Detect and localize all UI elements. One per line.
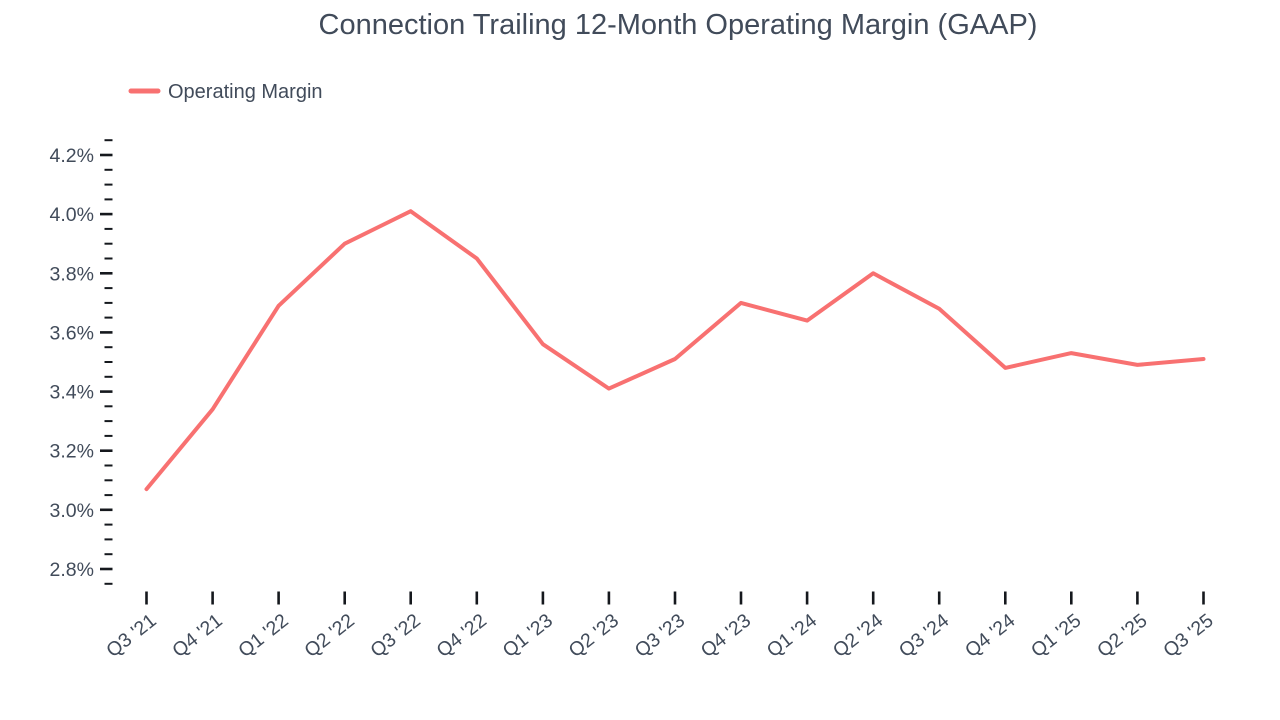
y-tick-label: 3.8% [50,263,94,285]
legend: Operating Margin [128,81,323,103]
y-axis: 2.8% 3.0% 3.2% 3.4% 3.6% 3.8% 4.0% 4.2% [50,139,113,585]
x-tick-label: Q3 '22 [366,610,424,662]
x-tick-label: Q2 '24 [829,610,887,662]
x-tick-label: Q1 '25 [1027,610,1085,662]
x-tick-label: Q3 '23 [631,610,689,662]
x-tick-label: Q3 '25 [1159,610,1217,662]
x-tick-label: Q4 '22 [433,610,491,662]
y-tick-label: 3.0% [50,500,94,522]
x-tick-label: Q2 '22 [300,610,358,662]
x-tick-label: Q1 '22 [234,610,292,662]
x-tick-label: Q4 '21 [168,610,226,662]
x-tick-label: Q3 '21 [102,610,160,662]
y-tick-label: 2.8% [50,559,94,581]
y-tick-label: 3.4% [50,382,94,404]
x-tick-label: Q4 '24 [961,610,1019,662]
x-tick-label: Q4 '23 [697,610,755,662]
y-tick-label: 4.0% [50,204,94,226]
chart-title: Connection Trailing 12-Month Operating M… [319,9,1038,41]
y-tick-label: 3.6% [50,322,94,344]
y-tick-label: 3.2% [50,441,94,463]
x-tick-label: Q1 '23 [499,610,557,662]
x-tick-label: Q3 '24 [895,610,953,662]
y-tick-label: 4.2% [50,145,94,167]
x-tick-label: Q1 '24 [763,610,821,662]
x-axis: Q3 '21 Q4 '21 Q1 '22 Q2 '22 Q3 '22 Q4 '22 Q1 '… [102,591,1218,662]
x-tick-label: Q2 '25 [1093,610,1151,662]
x-tick-label: Q2 '23 [565,610,623,662]
legend-label: Operating Margin [168,81,323,103]
series-line-operating-margin [144,209,1206,492]
